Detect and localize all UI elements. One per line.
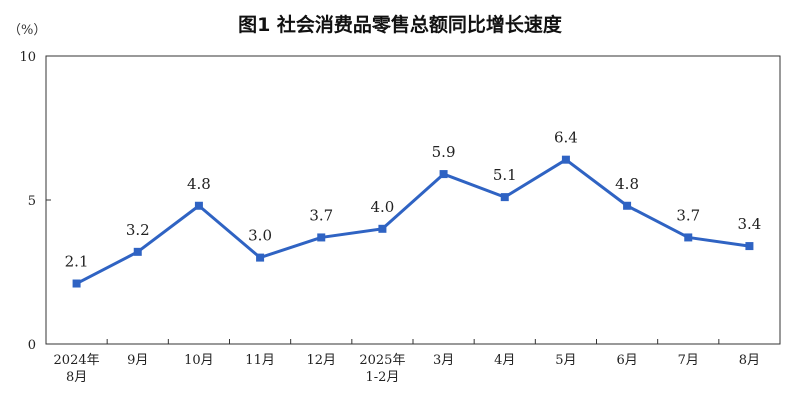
x-tick-label: 3月: [433, 353, 454, 368]
data-point-marker: [256, 253, 265, 262]
x-tick-label-line: 12月: [306, 353, 336, 368]
data-label: 3.7: [676, 206, 700, 224]
data-label: 3.0: [248, 227, 272, 245]
x-tick-label-line: 2024年: [54, 353, 100, 368]
data-series: [72, 155, 754, 288]
y-axis-unit-label: （%）: [8, 23, 46, 38]
y-tick-labels: 0 5 10: [19, 50, 36, 353]
data-label: 4.8: [615, 175, 639, 193]
data-point-marker: [745, 242, 754, 251]
y-tick-label: 5: [28, 194, 36, 209]
x-tick-label-line: 10月: [184, 353, 214, 368]
x-tick-label-line: 11月: [245, 353, 275, 368]
data-label: 3.2: [126, 221, 150, 239]
data-label: 2.1: [65, 253, 89, 271]
x-tick-label: 7月: [678, 353, 699, 368]
x-tick-label-line: 2025年: [359, 353, 405, 368]
x-tick-label-line: 9月: [127, 353, 148, 368]
data-point-marker: [378, 224, 387, 233]
data-label: 6.4: [554, 129, 578, 147]
data-label: 5.1: [493, 166, 517, 184]
x-tick-label-line: 1-2月: [365, 370, 399, 385]
data-point-marker: [194, 201, 203, 210]
x-tick-label: 11月: [245, 353, 275, 368]
x-tick-label-line: 6月: [616, 353, 637, 368]
y-tick-label: 0: [28, 338, 36, 353]
data-label: 4.8: [187, 175, 211, 193]
chart-title: 图1 社会消费品零售总额同比增长速度: [238, 14, 562, 36]
x-tick-label-line: 8月: [739, 353, 760, 368]
data-labels: 2.1 3.2 4.8 3.0 3.7 4.0 5.9 5.1 6.4 4.8 3.7 3.4: [65, 129, 762, 271]
series-line: [75, 158, 750, 285]
x-tick-label: 12月: [306, 353, 336, 368]
x-tick-label-line: 8月: [66, 370, 87, 385]
x-tick-label: 2024年 8月: [54, 353, 100, 385]
data-point-marker: [561, 155, 570, 164]
data-label: 3.7: [309, 206, 333, 224]
data-point-marker: [500, 193, 509, 202]
x-tick-label: 8月: [739, 353, 760, 368]
x-tick-label-line: 7月: [678, 353, 699, 368]
data-label: 4.0: [370, 198, 394, 216]
data-point-marker: [623, 201, 632, 210]
x-tick-label: 9月: [127, 353, 148, 368]
x-tick-labels: 2024年 8月 9月 10月 11月 12月 2025年 1-2月 3月 4月 5月 6月 7月 8月: [54, 353, 761, 385]
chart-axes: [45, 55, 781, 345]
x-tick-label: 4月: [494, 353, 515, 368]
x-tick-label-line: 3月: [433, 353, 454, 368]
x-tick-label: 10月: [184, 353, 214, 368]
x-tick-label: 6月: [616, 353, 637, 368]
data-point-marker: [439, 170, 448, 179]
data-label: 3.4: [737, 215, 761, 233]
data-point-marker: [684, 233, 693, 242]
x-tick-label-line: 5月: [555, 353, 576, 368]
x-tick-label: 5月: [555, 353, 576, 368]
data-point-marker: [317, 233, 326, 242]
y-tick-label: 10: [19, 50, 36, 65]
data-label: 5.9: [432, 143, 456, 161]
data-point-marker: [72, 279, 81, 288]
data-point-marker: [133, 247, 142, 256]
x-tick-label: 2025年 1-2月: [359, 353, 405, 385]
x-tick-label-line: 4月: [494, 353, 515, 368]
